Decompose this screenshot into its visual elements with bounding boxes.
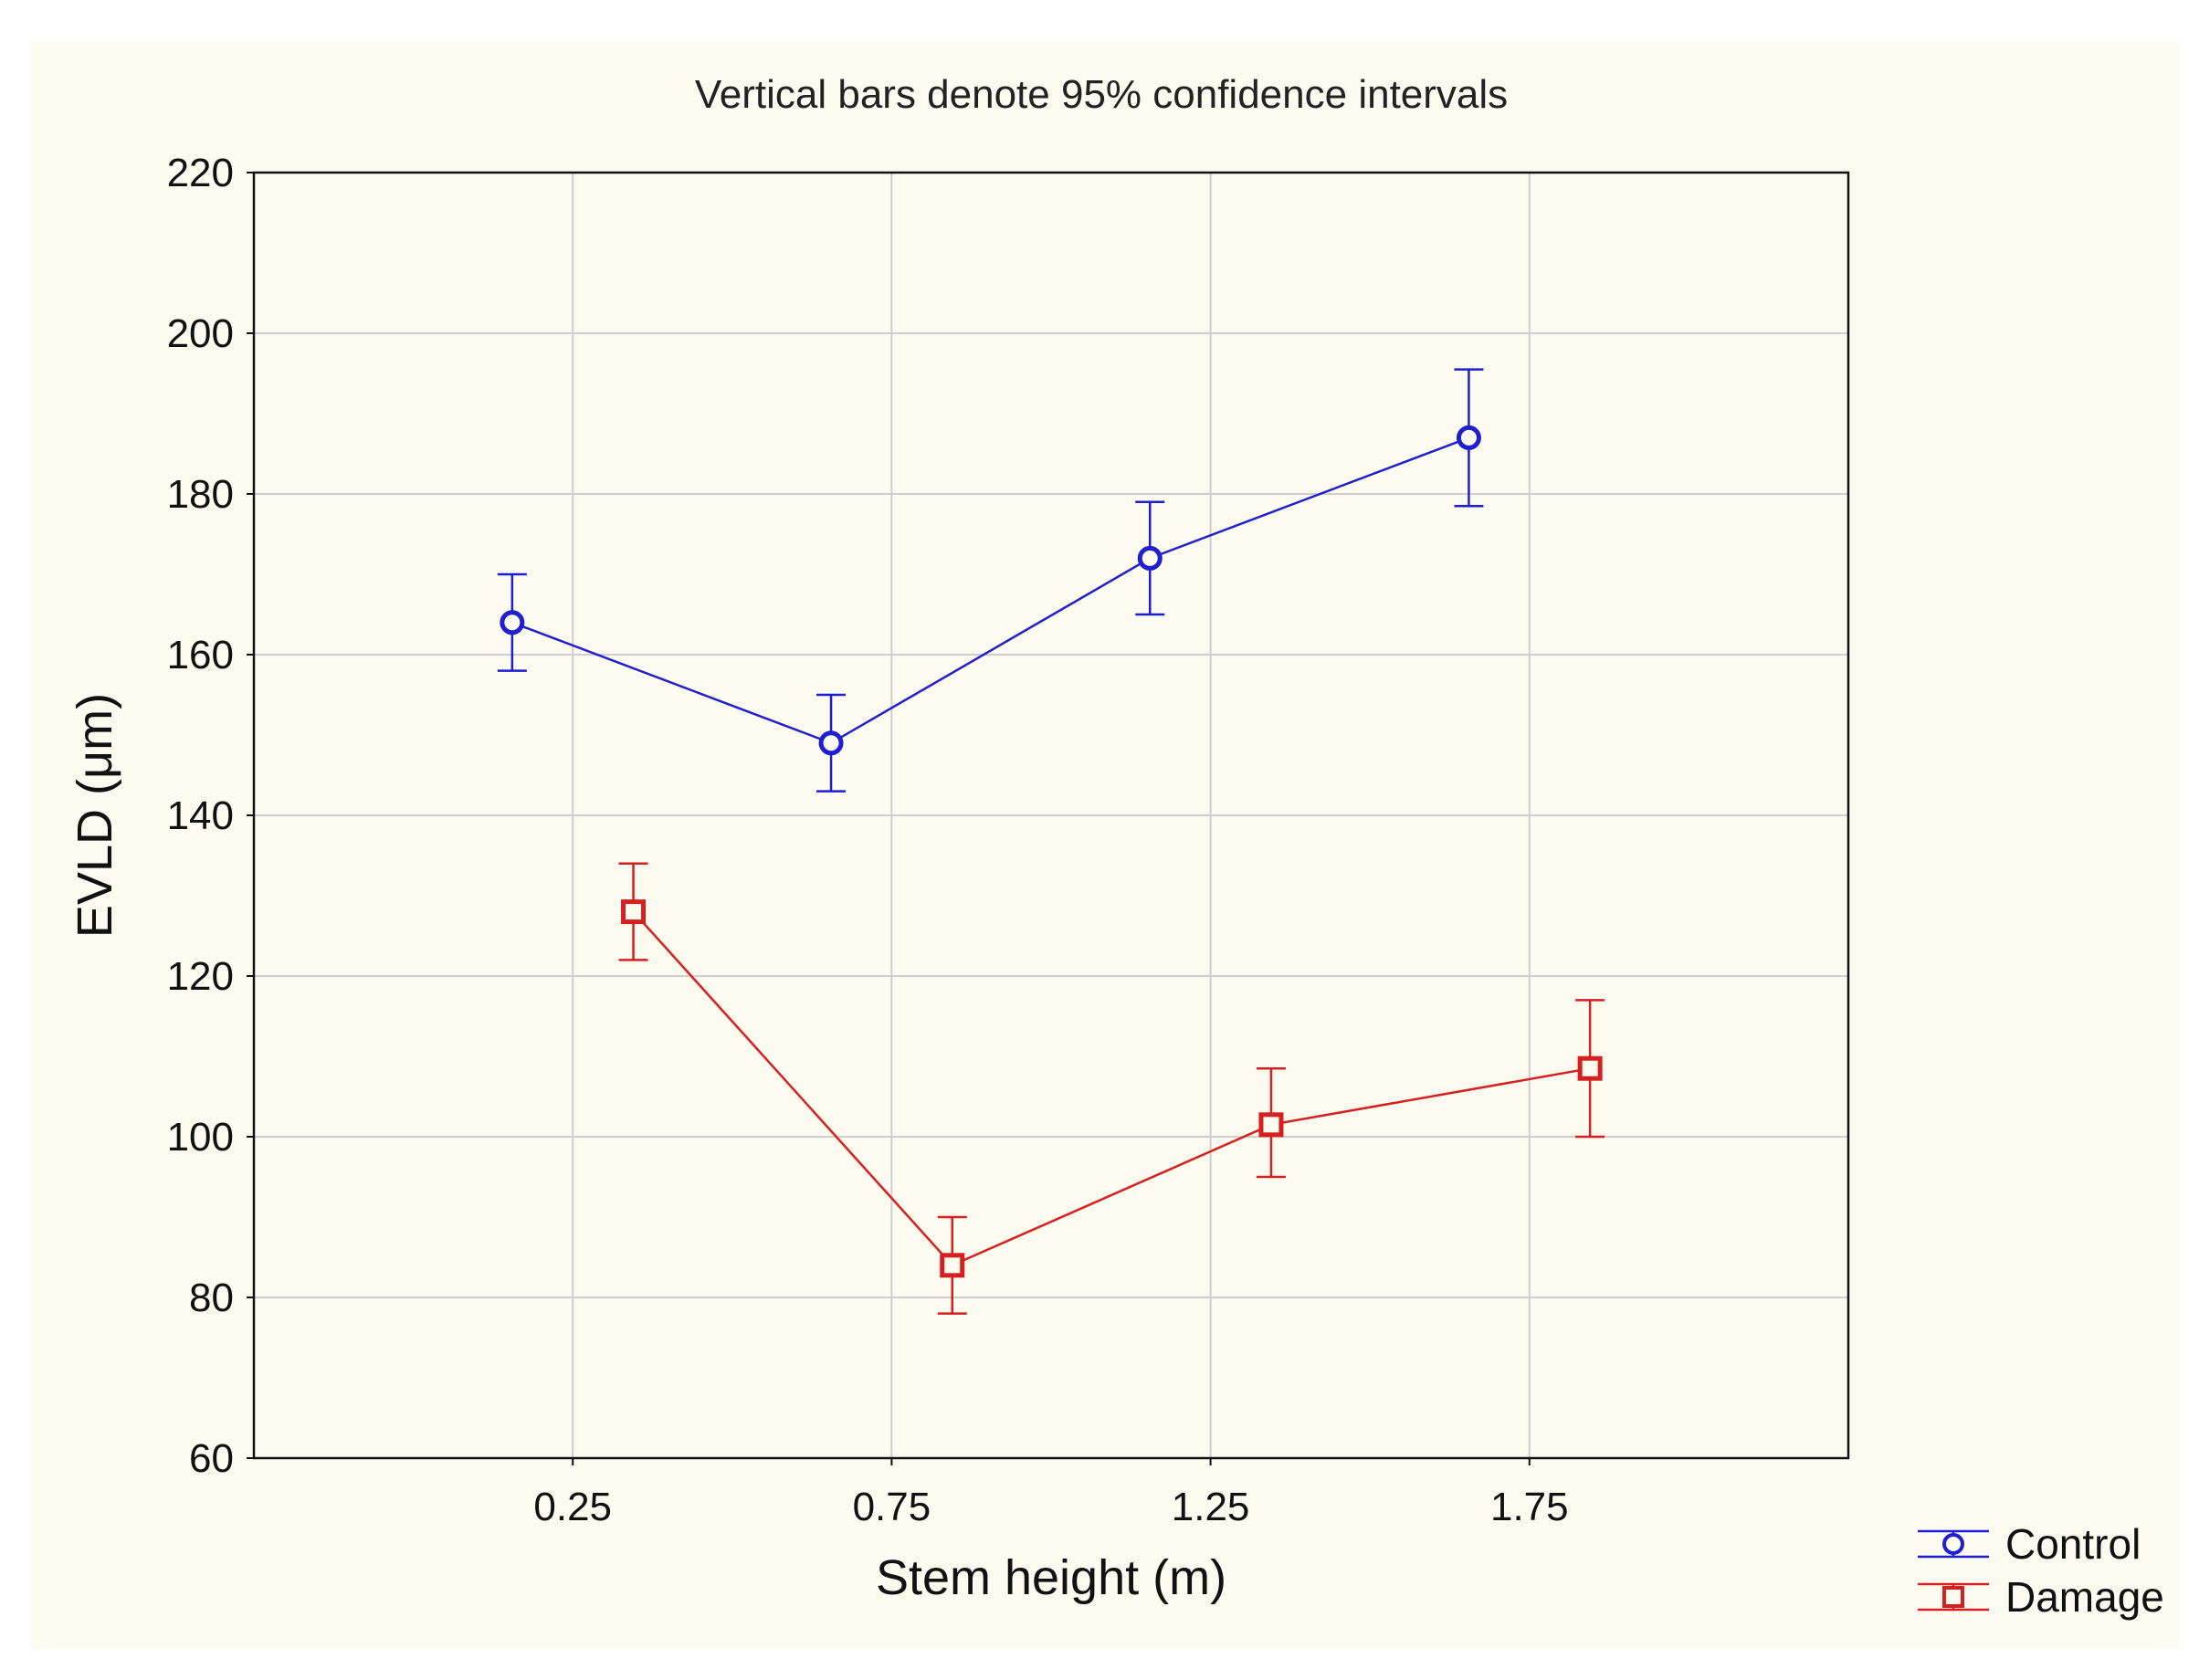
chart-panel: Vertical bars denote 95% confidence inte… xyxy=(31,42,2179,1649)
x-axis: 0.25 0.75 1.25 1.75 xyxy=(533,1458,1569,1529)
series-damage xyxy=(618,862,1605,1315)
y-axis-label: EVLD (μm) xyxy=(68,693,122,938)
y-tick-label: 80 xyxy=(189,1276,234,1320)
x-tick-label: 1.75 xyxy=(1490,1485,1569,1529)
y-tick-label: 180 xyxy=(167,472,234,517)
grid-lines xyxy=(254,173,1848,1458)
x-tick-label: 1.25 xyxy=(1172,1485,1250,1529)
y-tick-label: 120 xyxy=(167,954,234,999)
data-point xyxy=(1258,1112,1284,1138)
data-point xyxy=(1456,425,1481,450)
data-series xyxy=(497,368,1605,1315)
y-tick-label: 220 xyxy=(167,151,234,195)
x-axis-label: Stem height (m) xyxy=(876,1550,1226,1605)
data-point xyxy=(500,610,525,635)
chart-svg: Vertical bars denote 95% confidence inte… xyxy=(68,72,2164,1621)
data-point xyxy=(621,899,647,925)
legend: Control Damage xyxy=(1918,1520,2164,1621)
data-point xyxy=(818,730,844,756)
series-line xyxy=(632,910,1591,1267)
y-tick-label: 200 xyxy=(167,311,234,356)
data-point xyxy=(1577,1055,1603,1081)
x-tick-label: 0.25 xyxy=(533,1485,612,1529)
chart-title: Vertical bars denote 95% confidence inte… xyxy=(695,72,1508,117)
data-point xyxy=(940,1253,965,1278)
legend-item-damage: Damage xyxy=(1918,1573,2164,1621)
legend-marker xyxy=(1942,1586,1964,1608)
series-line xyxy=(511,436,1469,745)
series-control xyxy=(497,368,1484,793)
x-tick-label: 0.75 xyxy=(853,1485,931,1529)
legend-item-control: Control xyxy=(1918,1520,2141,1568)
y-tick-label: 60 xyxy=(189,1436,234,1481)
y-axis: 60 80 100 120 140 160 180 200 220 xyxy=(167,151,254,1481)
y-tick-label: 160 xyxy=(167,633,234,677)
legend-label: Control xyxy=(2005,1520,2141,1568)
y-tick-label: 140 xyxy=(167,793,234,838)
data-point xyxy=(1137,545,1163,571)
legend-label: Damage xyxy=(2005,1573,2164,1621)
y-tick-label: 100 xyxy=(167,1115,234,1160)
legend-marker xyxy=(1942,1533,1964,1555)
